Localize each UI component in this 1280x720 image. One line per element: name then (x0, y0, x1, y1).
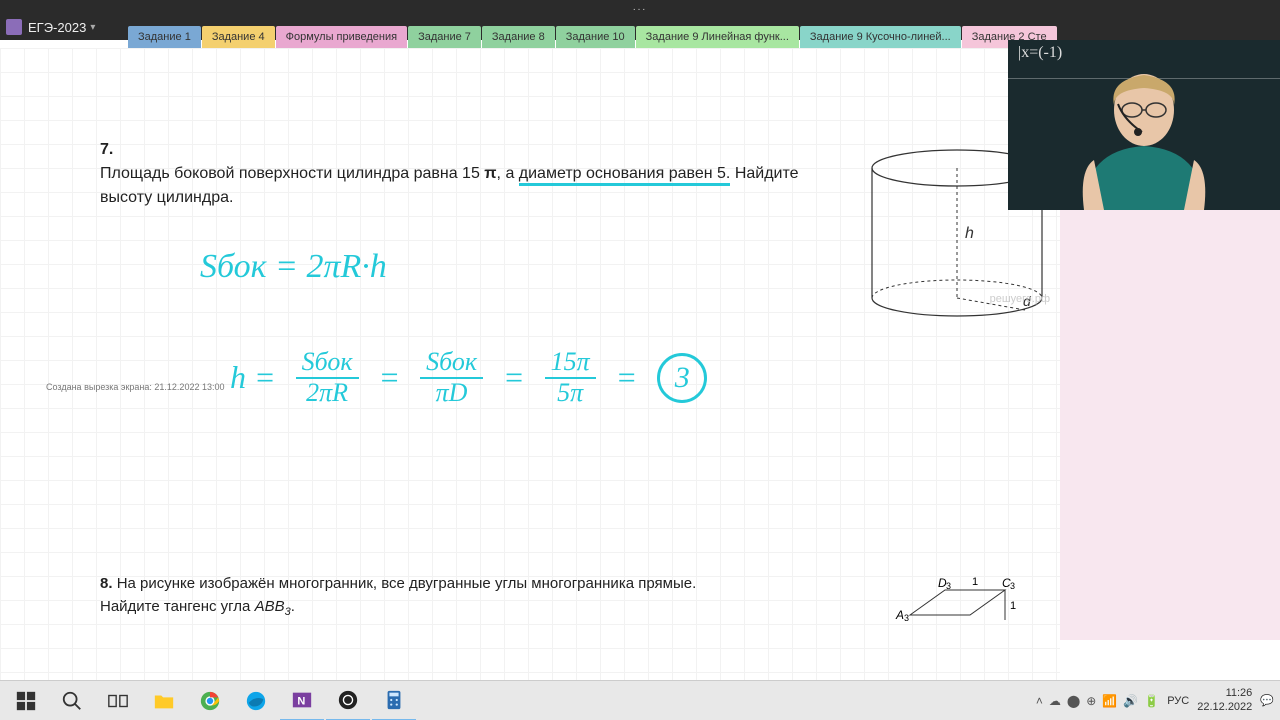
taskbar-clock[interactable]: 11:26 22.12.2022 (1197, 687, 1252, 713)
presenter-silhouette (1054, 60, 1234, 210)
section-tab[interactable]: Задание 9 Линейная функ... (636, 26, 799, 48)
handwritten-formula-2: h = Sбок 2πR = Sбок πD = 15π 5π = 3 (230, 348, 707, 407)
window-top-bar: ... (0, 0, 1280, 14)
webcam-overlay: |x=(-1) (1008, 40, 1280, 210)
top-dots: ... (633, 2, 647, 13)
taskbar: N ˄ ☁ ⬤ ⊕ 📶 🔊 🔋 РУС 11:26 22.12.2022 💬 (0, 680, 1280, 720)
section-tab[interactable]: Задание 4 (202, 26, 275, 48)
system-tray: ˄ ☁ ⬤ ⊕ 📶 🔊 🔋 РУС 11:26 22.12.2022 💬 (1036, 681, 1274, 720)
task-view-button[interactable] (96, 681, 140, 720)
bluetooth-tray-icon[interactable]: ⊕ (1086, 694, 1096, 708)
svg-text:h: h (965, 225, 974, 242)
note-page: 7. Площадь боковой поверхности цилиндра … (0, 48, 1060, 680)
watermark: решуегэ.рф (990, 293, 1050, 305)
underlined-phrase: диаметр основания равен 5. (519, 165, 731, 186)
start-button[interactable] (4, 681, 48, 720)
obs-tray-icon[interactable]: ⬤ (1067, 694, 1080, 708)
notifications-icon[interactable]: 💬 (1260, 694, 1274, 707)
content-area: 7. Площадь боковой поверхности цилиндра … (0, 40, 1280, 680)
svg-text:3: 3 (946, 581, 951, 591)
calculator-icon[interactable] (372, 681, 416, 720)
polyhedron-figure: D3 C3 A3 1 1 (890, 575, 1020, 625)
problem-7: 7. Площадь боковой поверхности цилиндра … (100, 138, 890, 210)
fraction-1: Sбок 2πR (296, 348, 359, 407)
app-header: ЕГЭ-2023 ▾ Задание 1Задание 4Формулы при… (0, 14, 1280, 40)
network-tray-icon[interactable]: 📶 (1102, 694, 1117, 708)
search-button[interactable] (50, 681, 94, 720)
problem-number: 7. (100, 141, 113, 158)
volume-tray-icon[interactable]: 🔊 (1123, 694, 1138, 708)
tray-icons[interactable]: ˄ ☁ ⬤ ⊕ 📶 🔊 🔋 (1036, 694, 1159, 708)
fraction-3: 15π 5π (545, 348, 596, 407)
onenote-icon[interactable]: N (280, 681, 324, 720)
edge-icon[interactable] (234, 681, 278, 720)
file-explorer-icon[interactable] (142, 681, 186, 720)
section-tab[interactable]: Задание 10 (556, 26, 635, 48)
clip-timestamp: Создана вырезка экрана: 21.12.2022 13:00 (46, 382, 224, 392)
chevron-up-icon[interactable]: ˄ (1036, 694, 1043, 708)
svg-text:1: 1 (972, 576, 978, 588)
notebook-title[interactable]: ЕГЭ-2023 (28, 20, 86, 35)
chevron-down-icon[interactable]: ▾ (90, 22, 95, 33)
svg-text:1: 1 (1010, 600, 1016, 612)
svg-text:3: 3 (904, 613, 909, 623)
onedrive-tray-icon[interactable]: ☁ (1049, 694, 1061, 708)
fraction-2: Sбок πD (420, 348, 483, 407)
obs-icon[interactable] (326, 681, 370, 720)
svg-text:N: N (297, 695, 305, 707)
section-tab[interactable]: Задание 8 (482, 26, 555, 48)
section-tab[interactable]: Задание 9 Кусочно-линей... (800, 26, 961, 48)
chrome-icon[interactable] (188, 681, 232, 720)
svg-text:A: A (895, 608, 904, 622)
section-tab[interactable]: Формулы приведения (276, 26, 407, 48)
notebook-icon (6, 19, 22, 35)
section-tab[interactable]: Задание 7 (408, 26, 481, 48)
language-indicator[interactable]: РУС (1167, 695, 1189, 707)
problem-8: 8. На рисунке изображён многогранник, вс… (100, 573, 810, 620)
problem-text: Площадь боковой поверхности цилиндра рав… (100, 165, 799, 186)
circled-answer: 3 (657, 353, 707, 403)
battery-tray-icon[interactable]: 🔋 (1144, 694, 1159, 708)
svg-text:3: 3 (1010, 581, 1015, 591)
handwritten-formula-1: Sбок = 2πR·h (200, 248, 387, 286)
section-tab[interactable]: Задание 1 (128, 26, 201, 48)
